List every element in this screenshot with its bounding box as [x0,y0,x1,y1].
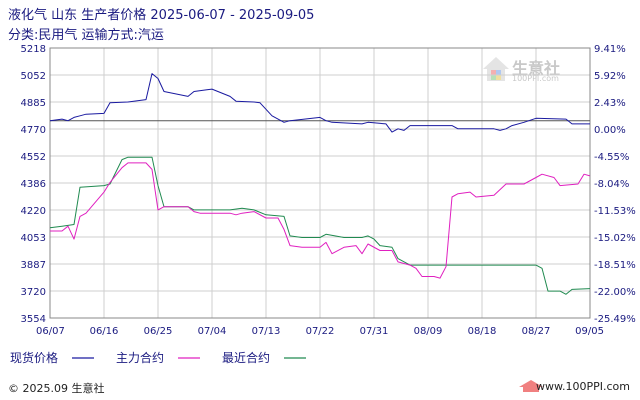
y-tick-label-right: -18.51% [594,260,636,271]
grid-lines [50,48,590,318]
y-tick-label-left: 3720 [21,287,46,298]
y-tick-label-left: 3887 [21,260,46,271]
y-tick-label-left: 4386 [21,179,46,190]
y-tick-label-right: -25.49% [594,314,636,325]
y-tick-label-left: 4053 [21,233,46,244]
chart-title: 液化气 山东 生产者价格 2025-06-07 - 2025-09-05 [8,8,315,23]
y-tick-label-right: -11.53% [594,206,636,217]
footer-logo-icon [519,380,543,392]
plot-frame [49,47,591,319]
x-tick-label: 08/27 [522,326,551,337]
y-tick-label-right: 9.41% [594,44,626,55]
y-tick-label-left: 4552 [21,152,46,163]
x-tick-label: 08/09 [414,326,443,337]
y-tick-label-right: 2.43% [594,98,626,109]
copyright-text: © 2025.09 生意社 [8,382,105,395]
legend: 现货价格 主力合约 最近合约 [10,350,306,365]
y-tick-label-left: 5218 [21,44,46,55]
series-group [49,73,591,295]
y-tick-label-left: 4885 [21,98,46,109]
x-axis: 06/07 06/16 06/25 07/04 07/13 07/22 07/31 08/09… [36,326,604,337]
y-tick-label-right: 0.00% [594,125,626,136]
legend-label-recent: 最近合约 [222,350,270,365]
legend-label-main: 主力合约 [116,350,164,365]
chart-subtitle: 分类:民用气 运输方式:汽运 [8,28,164,43]
watermark-url: 100PPI.com [512,74,559,83]
y-axis-left: 5218 5052 4885 4770 4552 4386 4220 4053 3887 3720… [21,44,46,325]
x-tick-label: 07/22 [306,326,335,337]
x-tick-label: 07/13 [252,326,281,337]
series-line-spot [49,73,590,133]
legend-label-spot: 现货价格 [10,350,58,365]
x-tick-label: 08/18 [468,326,497,337]
y-tick-label-left: 4770 [21,125,46,136]
x-tick-label: 06/16 [90,326,119,337]
y-tick-label-left: 4220 [21,206,46,217]
y-axis-right: 9.41% 5.92% 2.43% 0.00% -4.55% -8.04% -11.53% -… [594,44,636,325]
y-tick-label-left: 5052 [21,71,46,82]
y-tick-label-right: -15.02% [594,233,636,244]
x-tick-label: 07/04 [198,326,227,337]
y-tick-label-right: 5.92% [594,71,626,82]
series-line-recent [49,156,591,295]
site-url-link[interactable]: www.100PPI.com [536,380,630,393]
series-line-main [50,162,591,279]
x-tick-label: 09/05 [575,326,604,337]
x-tick-label: 06/07 [36,326,65,337]
y-tick-label-right: -8.04% [594,179,629,190]
y-tick-label-left: 3554 [21,314,46,325]
y-tick-label-right: -22.00% [594,287,636,298]
x-tick-label: 07/31 [360,326,389,337]
x-tick-label: 06/25 [144,326,173,337]
y-tick-label-right: -4.55% [594,152,629,163]
